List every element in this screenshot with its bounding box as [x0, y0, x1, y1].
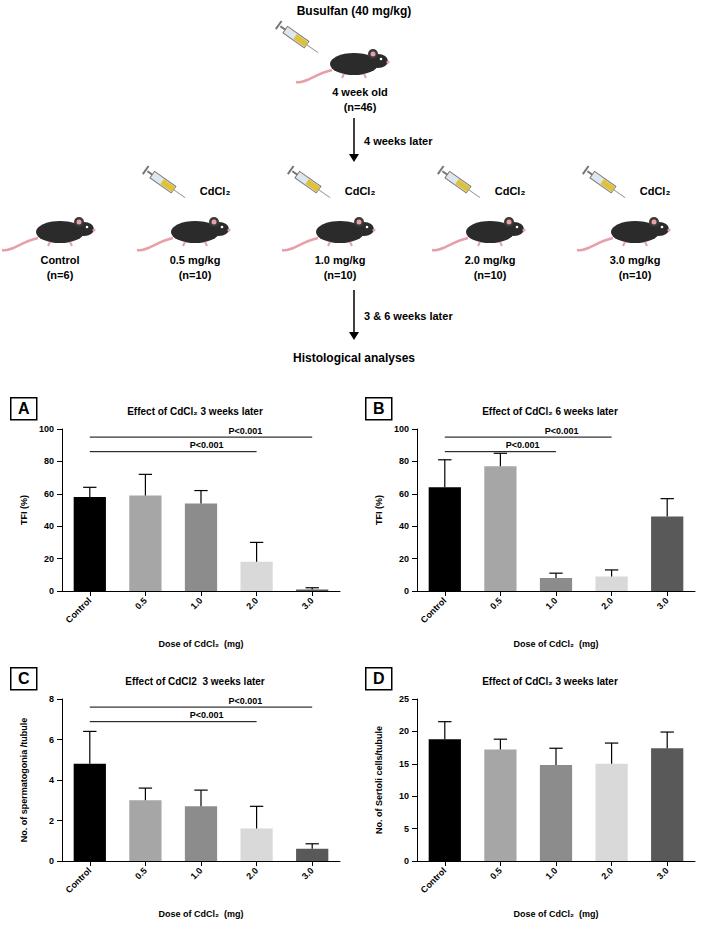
svg-text:(n=10): (n=10) [324, 269, 357, 281]
svg-text:D: D [373, 670, 385, 687]
svg-text:CdCl₂: CdCl₂ [640, 185, 671, 197]
svg-text:Control: Control [419, 595, 449, 625]
svg-text:1.0: 1.0 [189, 595, 205, 611]
svg-text:No. of spermatogonia /tubule: No. of spermatogonia /tubule [19, 718, 29, 843]
svg-text:20: 20 [399, 726, 409, 736]
svg-text:(n=46): (n=46) [344, 101, 377, 113]
svg-text:3.0 mg/kg: 3.0 mg/kg [610, 254, 661, 266]
svg-text:100: 100 [39, 424, 54, 434]
svg-text:60: 60 [44, 489, 54, 499]
svg-text:(n=10): (n=10) [474, 269, 507, 281]
svg-text:20: 20 [44, 554, 54, 564]
svg-text:0.5: 0.5 [488, 865, 504, 881]
svg-text:6: 6 [49, 735, 54, 745]
svg-text:P<0.001: P<0.001 [190, 440, 224, 450]
svg-text:1.0 mg/kg: 1.0 mg/kg [315, 254, 366, 266]
svg-text:0: 0 [404, 856, 409, 866]
svg-text:0: 0 [49, 856, 54, 866]
svg-text:3.0: 3.0 [300, 865, 316, 881]
svg-text:Dose of CdCl₂ (mg): Dose of CdCl₂ (mg) [514, 909, 599, 919]
svg-text:3.0: 3.0 [300, 595, 316, 611]
svg-text:Dose of CdCl₂ (mg): Dose of CdCl₂ (mg) [514, 639, 599, 649]
svg-text:3 & 6 weeks later: 3 & 6 weeks later [364, 310, 453, 322]
svg-text:(n=10): (n=10) [619, 269, 652, 281]
svg-text:CdCl₂: CdCl₂ [495, 185, 526, 197]
svg-text:3.0: 3.0 [655, 865, 671, 881]
svg-text:0: 0 [404, 586, 409, 596]
svg-text:3.0: 3.0 [655, 595, 671, 611]
svg-text:Histological analyses: Histological analyses [293, 351, 415, 365]
svg-text:Dose of CdCl₂ (mg): Dose of CdCl₂ (mg) [159, 639, 244, 649]
svg-text:Control: Control [419, 865, 449, 895]
svg-text:Effect of CdCl2 3 weeks later: Effect of CdCl2 3 weeks later [125, 676, 265, 687]
svg-text:25: 25 [399, 694, 409, 704]
svg-text:P<0.001: P<0.001 [229, 426, 263, 436]
svg-text:8: 8 [49, 694, 54, 704]
svg-text:0.5 mg/kg: 0.5 mg/kg [170, 254, 221, 266]
svg-text:Busulfan (40 mg/kg): Busulfan (40 mg/kg) [297, 4, 412, 18]
svg-text:CdCl₂: CdCl₂ [345, 185, 376, 197]
svg-text:5: 5 [404, 824, 409, 834]
svg-text:2.0: 2.0 [599, 595, 615, 611]
svg-text:40: 40 [44, 521, 54, 531]
svg-text:Effect of CdCl₂ 3 weeks later: Effect of CdCl₂ 3 weeks later [127, 406, 263, 417]
svg-text:20: 20 [399, 554, 409, 564]
svg-text:P<0.001: P<0.001 [229, 696, 263, 706]
svg-text:40: 40 [399, 521, 409, 531]
svg-text:10: 10 [399, 791, 409, 801]
svg-text:15: 15 [399, 759, 409, 769]
svg-text:Control: Control [64, 865, 94, 895]
svg-text:Dose of CdCl₂ (mg): Dose of CdCl₂ (mg) [159, 909, 244, 919]
svg-text:P<0.001: P<0.001 [190, 710, 224, 720]
svg-text:Control: Control [40, 254, 79, 266]
svg-text:Effect of CdCl₂ 3 weeks later: Effect of CdCl₂ 3 weeks later [482, 676, 618, 687]
svg-text:60: 60 [399, 489, 409, 499]
svg-text:2.0 mg/kg: 2.0 mg/kg [465, 254, 516, 266]
svg-text:TFI (%): TFI (%) [19, 495, 29, 525]
svg-text:CdCl₂: CdCl₂ [200, 185, 231, 197]
svg-text:2.0: 2.0 [244, 865, 260, 881]
svg-text:(n=10): (n=10) [179, 269, 212, 281]
svg-text:4 week old: 4 week old [332, 86, 388, 98]
svg-text:80: 80 [44, 456, 54, 466]
svg-text:B: B [373, 400, 385, 417]
svg-text:0.5: 0.5 [488, 595, 504, 611]
svg-text:(n=6): (n=6) [47, 269, 74, 281]
svg-text:4 weeks later: 4 weeks later [364, 135, 433, 147]
svg-text:0.5: 0.5 [133, 865, 149, 881]
svg-text:P<0.001: P<0.001 [506, 440, 540, 450]
svg-text:1.0: 1.0 [189, 865, 205, 881]
svg-text:Control: Control [64, 595, 94, 625]
svg-text:0: 0 [49, 586, 54, 596]
svg-text:100: 100 [394, 424, 409, 434]
svg-text:A: A [18, 400, 30, 417]
svg-text:0.5: 0.5 [133, 595, 149, 611]
svg-text:80: 80 [399, 456, 409, 466]
svg-text:2.0: 2.0 [244, 595, 260, 611]
svg-text:No. of Sertoli cells/tubule: No. of Sertoli cells/tubule [374, 726, 384, 834]
svg-text:1.0: 1.0 [544, 865, 560, 881]
svg-text:1.0: 1.0 [544, 595, 560, 611]
svg-text:2.0: 2.0 [599, 865, 615, 881]
svg-text:P<0.001: P<0.001 [545, 426, 579, 436]
svg-text:Effect of CdCl₂ 6 weeks later: Effect of CdCl₂ 6 weeks later [482, 406, 618, 417]
svg-text:TFI (%): TFI (%) [374, 495, 384, 525]
svg-text:2: 2 [49, 816, 54, 826]
svg-text:4: 4 [49, 775, 54, 785]
svg-text:C: C [18, 670, 30, 687]
